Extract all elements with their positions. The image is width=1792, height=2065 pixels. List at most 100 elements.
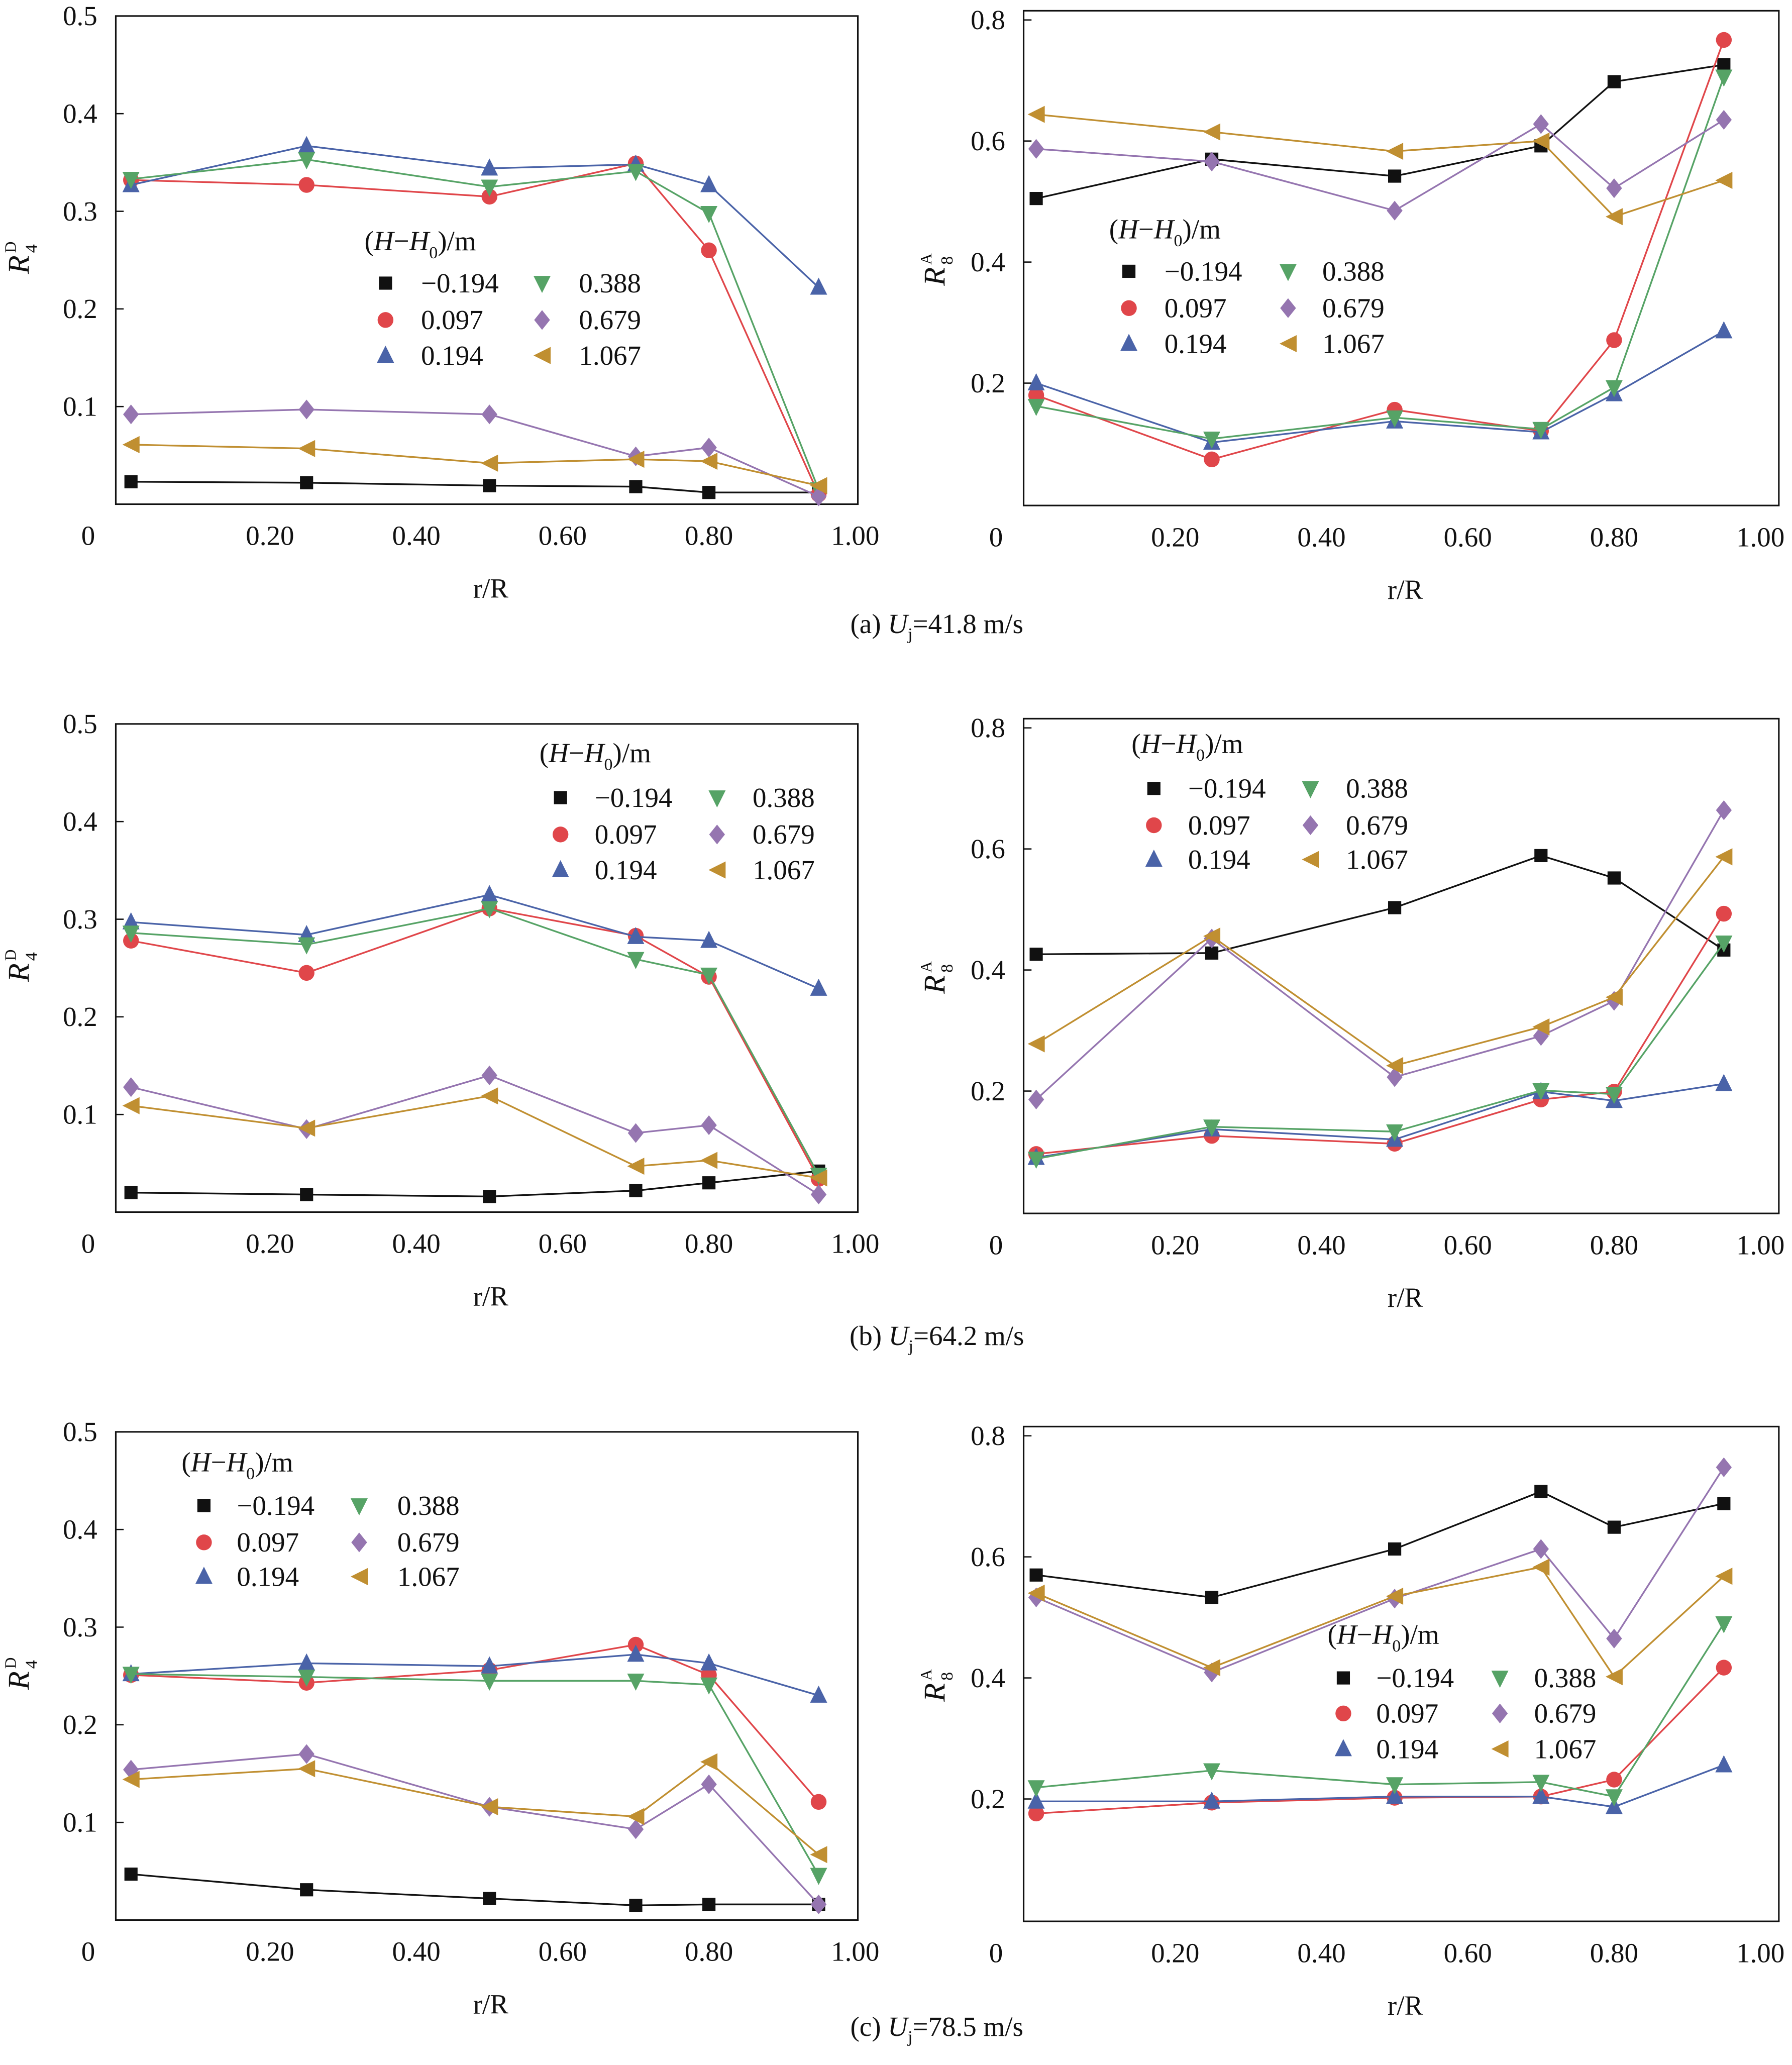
- legend-label: −0.194: [1165, 256, 1242, 286]
- data-point: [298, 1744, 314, 1764]
- data-point: [481, 158, 498, 176]
- chart-c-left: 0.1 0.2 0.3 0.4 0.5 0 0.20 0.40 0.60 0.80 1.00 r/R R…: [2, 1416, 879, 2019]
- chart-b-left: 0.1 0.2 0.3 0.4 0.5 0 0.20 0.40 0.60 0.80 1.00 r/R R…: [2, 708, 879, 1311]
- legend-title-part: (: [540, 738, 549, 768]
- legend-label: −0.194: [421, 268, 499, 298]
- data-point: [1605, 988, 1623, 1006]
- legend-label: −0.194: [1188, 773, 1266, 804]
- legend-label: −0.194: [595, 782, 673, 813]
- data-point: [481, 1673, 498, 1691]
- y-label-sub: 8: [938, 256, 957, 265]
- data-point: [1028, 139, 1044, 159]
- y-tick-label: 0.4: [971, 1663, 1005, 1693]
- legend-marker: [1122, 264, 1136, 278]
- data-point: [629, 480, 643, 493]
- series-line: [131, 145, 819, 288]
- series-0.194: [122, 885, 827, 996]
- y-tick-label: 0.1: [63, 1807, 97, 1837]
- data-point: [122, 1097, 140, 1114]
- data-point: [481, 1087, 498, 1105]
- series-line: [1035, 809, 1725, 1100]
- legend-label: 0.194: [1376, 1733, 1438, 1764]
- legend-marker: [1302, 851, 1319, 868]
- data-point: [122, 171, 140, 189]
- legend-marker: [350, 1498, 368, 1516]
- legend-label: −0.194: [1376, 1663, 1454, 1693]
- y-tick-label: 0.6: [971, 1541, 1005, 1572]
- data-point: [627, 1123, 644, 1143]
- legend-label: 0.194: [595, 855, 657, 885]
- data-point: [124, 1186, 138, 1199]
- y-tick-label: 0.1: [63, 1099, 97, 1129]
- data-point: [1386, 1057, 1404, 1074]
- data-point: [700, 1653, 718, 1671]
- series-line: [131, 162, 820, 495]
- y-tick-label: 0.2: [971, 1076, 1005, 1106]
- caption-rest: =78.5 m/s: [912, 2011, 1023, 2042]
- data-point: [1386, 1777, 1404, 1795]
- y-tick-label: 0.6: [971, 834, 1005, 864]
- x-tick-label: 1.00: [831, 521, 879, 551]
- legend-title-part: H: [548, 738, 570, 768]
- data-point: [700, 175, 718, 192]
- data-point: [1715, 1616, 1733, 1633]
- caption-var: U: [889, 1320, 910, 1351]
- data-point: [1715, 321, 1733, 339]
- legend-marker: [1336, 1671, 1350, 1685]
- data-point: [627, 1819, 644, 1839]
- legend-title-part: )/m: [438, 226, 476, 256]
- data-point: [300, 476, 313, 489]
- legend-title-part: H: [1118, 214, 1140, 244]
- series-0.097: [123, 1636, 827, 1810]
- data-point: [1203, 1763, 1221, 1781]
- data-point: [629, 1899, 643, 1912]
- data-point: [627, 1673, 645, 1691]
- data-point: [1027, 1584, 1045, 1602]
- legend-title-sub: 0: [1196, 746, 1205, 765]
- data-point: [1532, 1083, 1550, 1100]
- series-line: [131, 481, 819, 493]
- legend-label: 1.067: [1322, 328, 1385, 359]
- series-line: [131, 907, 820, 1180]
- legend-marker: [195, 1567, 213, 1584]
- y-label-sup: D: [2, 242, 19, 253]
- data-point: [1028, 1805, 1044, 1822]
- data-point: [1607, 75, 1621, 88]
- legend-label: 0.388: [753, 782, 815, 813]
- series-line: [131, 894, 819, 990]
- series-0.679: [1028, 110, 1732, 221]
- plot-frame: [115, 723, 859, 1213]
- series-line: [1036, 76, 1725, 440]
- data-point: [481, 1656, 498, 1674]
- legend-marker: [197, 1499, 211, 1512]
- legend-marker: [552, 860, 569, 877]
- y-axis-label: RD 4: [2, 242, 41, 275]
- legend-label: 0.097: [237, 1527, 299, 1558]
- data-point: [1606, 1772, 1622, 1788]
- x-tick-label: 0.60: [539, 521, 587, 551]
- data-point: [481, 404, 497, 425]
- data-point: [124, 1868, 138, 1881]
- data-point: [1388, 1542, 1402, 1556]
- data-point: [481, 885, 498, 902]
- data-point: [1532, 132, 1550, 150]
- y-label-main: R: [918, 267, 952, 286]
- series-line: [1036, 64, 1724, 199]
- y-label-sup: A: [917, 961, 935, 973]
- series-−0.194: [124, 475, 825, 499]
- x-tick-label: 0.80: [1590, 522, 1638, 552]
- data-point: [298, 177, 314, 193]
- data-point: [1204, 451, 1220, 468]
- legend-title-part: (: [181, 1447, 190, 1477]
- series-line: [1036, 1764, 1724, 1808]
- legend-label: 0.679: [1322, 293, 1385, 324]
- x-axis-label: r/R: [473, 1281, 509, 1311]
- data-point: [481, 1065, 497, 1086]
- data-point: [810, 1794, 827, 1810]
- legend-label: 1.067: [397, 1561, 460, 1592]
- data-point: [1605, 380, 1623, 397]
- legend-label: 0.194: [237, 1561, 299, 1592]
- data-point: [481, 901, 498, 918]
- data-point: [298, 937, 315, 955]
- legend-marker: [554, 791, 567, 804]
